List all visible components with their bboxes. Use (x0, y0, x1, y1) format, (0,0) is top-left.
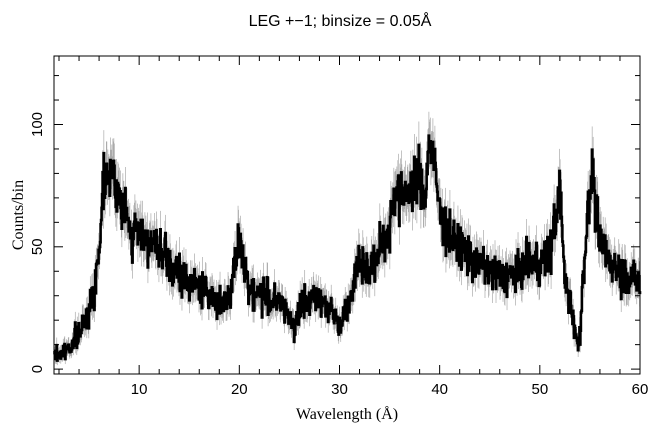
y-tick-label: 100 (29, 112, 46, 137)
y-tick-label: 0 (29, 365, 46, 373)
y-axis-label: Counts/bin (10, 180, 27, 250)
y-axis-ticks: 0 50 100 (29, 75, 640, 373)
x-tick-label: 30 (331, 381, 348, 398)
x-tick-label: 20 (231, 381, 248, 398)
x-axis-label: Wavelength (Å) (296, 405, 398, 423)
x-tick-label: 40 (431, 381, 448, 398)
x-tick-label: 10 (131, 381, 148, 398)
plot-area (53, 111, 642, 366)
chart-title: LEG +−1; binsize = 0.05Å (249, 11, 432, 30)
x-tick-label: 50 (531, 381, 548, 398)
x-tick-label: 60 (632, 381, 649, 398)
histogram-series-line (53, 134, 642, 362)
plot-frame (53, 55, 641, 375)
x-axis-ticks: 10 20 30 40 50 60 (58, 56, 649, 398)
y-tick-label: 50 (29, 238, 46, 255)
